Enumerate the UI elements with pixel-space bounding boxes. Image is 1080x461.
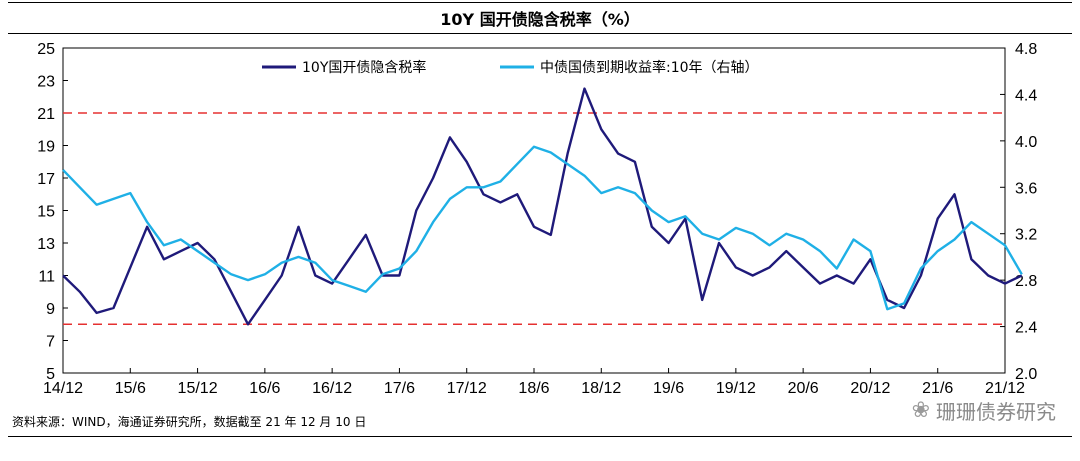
y-left-tick-label: 7 bbox=[46, 334, 55, 351]
legend-label-1: 10Y国开债隐含税率 bbox=[302, 59, 426, 76]
title-bottom-rule bbox=[8, 33, 1072, 34]
y-right-tick-label: 2.0 bbox=[1015, 366, 1037, 383]
x-tick-label: 20/12 bbox=[850, 380, 890, 397]
x-tick-label: 15/6 bbox=[115, 380, 146, 397]
x-tick-label: 21/12 bbox=[985, 380, 1025, 397]
legend-label-2: 中债国债到期收益率:10年（右轴） bbox=[540, 59, 759, 76]
y-left-tick-label: 11 bbox=[38, 269, 55, 286]
x-tick-label: 21/6 bbox=[922, 380, 953, 397]
x-tick-label: 19/12 bbox=[716, 380, 756, 397]
x-tick-label: 20/6 bbox=[788, 380, 819, 397]
x-tick-label: 14/12 bbox=[43, 380, 83, 397]
y-left-tick-label: 21 bbox=[37, 106, 55, 123]
y-right-tick-label: 3.6 bbox=[1015, 180, 1037, 197]
x-tick-label: 17/6 bbox=[384, 380, 415, 397]
x-tick-label: 16/6 bbox=[249, 380, 280, 397]
y-left-tick-label: 19 bbox=[37, 139, 55, 156]
watermark-text: 珊珊债券研究 bbox=[936, 400, 1056, 424]
y-left-tick-label: 13 bbox=[37, 236, 55, 253]
x-tick-label: 15/12 bbox=[178, 380, 218, 397]
y-left-tick-label: 5 bbox=[46, 366, 55, 383]
series-line-1 bbox=[62, 87, 1023, 326]
y-left-tick-label: 9 bbox=[46, 301, 55, 318]
y-right-tick-label: 4.8 bbox=[1015, 41, 1037, 58]
series-line-2 bbox=[62, 145, 1023, 311]
y-right-tick-label: 2.8 bbox=[1015, 273, 1037, 290]
watermark: ❀ 珊珊债券研究 bbox=[912, 396, 1056, 425]
y-left-tick-label: 17 bbox=[37, 171, 55, 188]
y-right-tick-label: 3.2 bbox=[1015, 227, 1037, 244]
source-note: 资料来源：WIND，海通证券研究所，数据截至 21 年 12 月 10 日 bbox=[12, 415, 367, 429]
y-right-tick-label: 4.4 bbox=[1015, 87, 1037, 104]
x-tick-label: 16/12 bbox=[312, 380, 352, 397]
y-right-tick-label: 2.4 bbox=[1015, 320, 1037, 337]
x-tick-label: 19/6 bbox=[653, 380, 684, 397]
bottom-rule bbox=[8, 436, 1072, 437]
y-right-tick-label: 4.0 bbox=[1015, 134, 1037, 151]
y-left-tick-label: 25 bbox=[37, 41, 55, 58]
wechat-icon: ❀ bbox=[911, 398, 930, 423]
x-tick-label: 18/12 bbox=[581, 380, 621, 397]
title-top-rule bbox=[8, 2, 1072, 3]
y-left-tick-label: 23 bbox=[37, 74, 55, 91]
y-left-tick-label: 15 bbox=[37, 204, 55, 221]
chart-title: 10Y 国开债隐含税率（%） bbox=[440, 10, 640, 29]
x-tick-label: 17/12 bbox=[447, 380, 487, 397]
x-tick-label: 18/6 bbox=[518, 380, 549, 397]
